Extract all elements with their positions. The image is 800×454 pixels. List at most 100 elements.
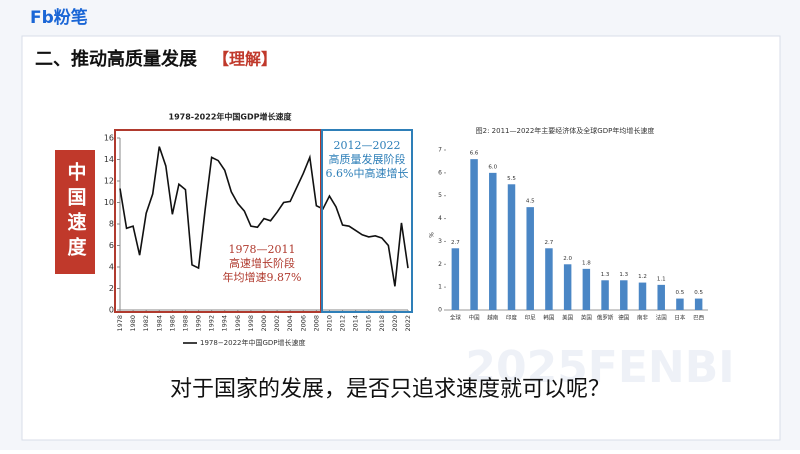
- x-tick-label: 印度: [506, 314, 518, 322]
- period-annotation: 高速增长阶段: [229, 256, 295, 270]
- y-tick-label: 2: [438, 261, 442, 268]
- y-tick-label: 1: [438, 284, 442, 291]
- y-tick-label: 4: [109, 263, 114, 272]
- bar: [489, 172, 497, 310]
- legend-label: 1978−2022年中国GDP增长速度: [200, 338, 306, 347]
- bar: [620, 280, 628, 310]
- bar: [545, 248, 553, 310]
- x-tick-label: 1986: [168, 315, 176, 332]
- bar: [507, 184, 516, 310]
- x-tick-label: 1992: [208, 315, 216, 332]
- x-tick-label: 2006: [299, 315, 307, 332]
- value-label: 2.7: [545, 240, 554, 246]
- x-tick-label: 2004: [286, 315, 294, 332]
- x-tick-label: 2000: [260, 315, 268, 332]
- value-label: 6.6: [470, 151, 479, 157]
- x-tick-label: 1982: [142, 315, 150, 332]
- y-tick-label: 16: [104, 134, 114, 143]
- x-tick-label: 2012: [339, 315, 347, 332]
- value-label: 0.5: [694, 290, 703, 296]
- value-label: 1.1: [657, 276, 666, 282]
- x-tick-label: 日本: [674, 314, 686, 322]
- question: 对于国家的发展，是否只追求速度就可以呢？: [170, 377, 610, 402]
- value-label: 1.8: [582, 260, 591, 266]
- value-label: 0.5: [676, 290, 685, 296]
- y-tick-label: 6: [109, 241, 114, 250]
- x-tick-label: 2010: [325, 315, 333, 332]
- value-label: 6.0: [488, 164, 497, 170]
- y-tick-label: 8: [109, 220, 114, 229]
- x-tick-label: 2020: [391, 315, 399, 332]
- y-tick-label: 7: [438, 147, 442, 154]
- x-tick-label: 英国: [581, 314, 593, 322]
- x-tick-label: 德国: [618, 314, 630, 322]
- section-tag: 【理解】: [213, 50, 277, 69]
- bar: [676, 298, 684, 310]
- y-tick-label: 12: [104, 177, 114, 186]
- y-tick-label: 0: [109, 306, 114, 315]
- x-tick-label: 1984: [155, 315, 163, 332]
- y-tick-label: 6: [438, 169, 442, 176]
- bar: [601, 280, 609, 310]
- x-tick-label: 1990: [195, 315, 203, 332]
- value-label: 1.2: [638, 274, 647, 280]
- chart-title: 1978-2022年中国GDP增长速度: [169, 112, 293, 122]
- x-tick-label: 2022: [404, 315, 412, 332]
- value-label: 5.5: [507, 176, 516, 182]
- x-tick-label: 1988: [181, 315, 189, 332]
- side-label: 中国速度: [65, 161, 87, 262]
- x-tick-label: 1998: [247, 315, 255, 332]
- bar: [582, 268, 591, 310]
- x-tick-label: 中国: [469, 314, 481, 322]
- x-tick-label: 2008: [312, 315, 320, 332]
- logo: Fb粉笔: [30, 7, 88, 28]
- y-tick-label: 4: [438, 215, 442, 222]
- value-label: 1.3: [619, 272, 628, 278]
- bar: [451, 248, 460, 310]
- bar: [657, 284, 665, 310]
- value-label: 1.3: [601, 272, 610, 278]
- period-box: [321, 129, 413, 313]
- bar: [526, 207, 534, 310]
- y-tick-label: 0: [438, 307, 442, 314]
- slide-frame: [21, 35, 781, 441]
- bar: [563, 264, 572, 310]
- x-tick-label: 越南: [487, 314, 499, 322]
- bar: [470, 159, 478, 310]
- x-tick-label: 印尼: [525, 315, 537, 322]
- y-axis-label: %: [429, 232, 436, 238]
- x-tick-label: 全球: [450, 314, 462, 322]
- x-tick-label: 南非: [637, 314, 649, 322]
- x-tick-label: 美国: [562, 314, 574, 322]
- value-label: 4.5: [526, 199, 535, 205]
- y-tick-label: 3: [438, 238, 442, 245]
- x-tick-label: 巴西: [693, 315, 705, 322]
- x-tick-label: 2014: [352, 315, 360, 332]
- value-label: 2.7: [451, 240, 460, 246]
- section-title: 二、推动高质量发展: [35, 48, 198, 70]
- period-annotation: 1978—2011: [229, 243, 296, 256]
- period-annotation: 高质量发展阶段: [329, 152, 406, 166]
- period-annotation: 2012—2022: [334, 139, 401, 152]
- y-tick-label: 2: [109, 284, 114, 293]
- y-tick-label: 14: [104, 155, 114, 164]
- x-tick-label: 1994: [221, 315, 229, 332]
- x-tick-label: 俄罗斯: [597, 314, 614, 322]
- bar: [638, 282, 647, 310]
- side-label-box: [55, 150, 95, 274]
- watermark: 2025FENBI: [465, 342, 734, 393]
- chart-title: 图2: 2011—2022年主要经济体及全球GDP年均增长速度: [476, 126, 655, 135]
- bar: [694, 298, 703, 310]
- y-tick-label: 10: [104, 198, 114, 207]
- line-series: [119, 146, 409, 287]
- x-tick-label: 1978: [116, 315, 124, 332]
- x-tick-label: 2016: [365, 315, 373, 332]
- x-tick-label: 1980: [129, 315, 137, 332]
- y-tick-label: 5: [438, 192, 442, 199]
- value-label: 2.0: [563, 256, 572, 262]
- x-tick-label: 2002: [273, 315, 281, 332]
- x-tick-label: 2018: [378, 315, 386, 332]
- period-annotation: 6.6%中高速增长: [326, 166, 409, 180]
